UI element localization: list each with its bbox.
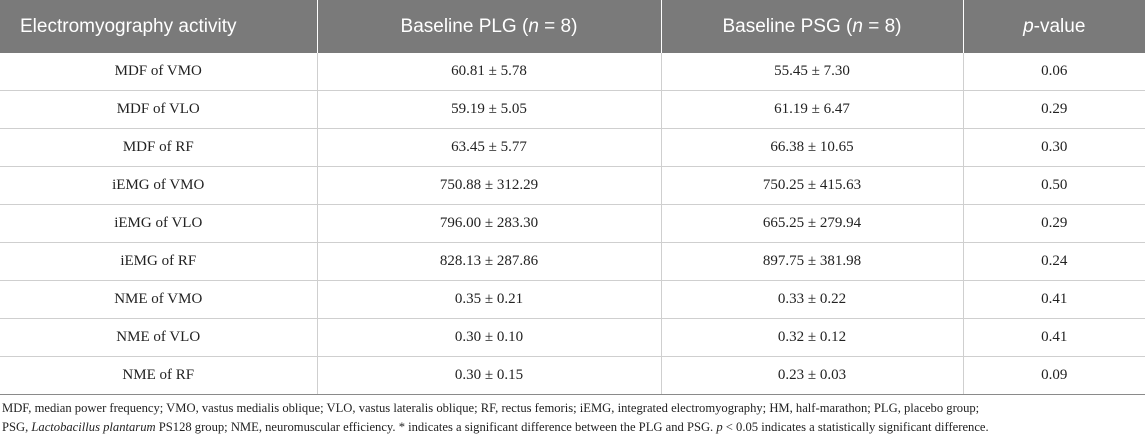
footnote-line2-post: < 0.05 indicates a statistically signifi…	[722, 420, 989, 434]
cell-activity: iEMG of VMO	[0, 166, 318, 205]
emg-results-table: Electromyography activity Baseline PLG (…	[0, 0, 1145, 395]
cell-baseline-plg: 750.88 ± 312.29	[317, 166, 662, 205]
cell-p-value: 0.41	[963, 318, 1145, 357]
cell-baseline-plg: 0.30 ± 0.15	[317, 356, 662, 395]
cell-activity: NME of RF	[0, 356, 318, 395]
header-col2-post: = 8)	[538, 15, 578, 37]
cell-p-value: 0.29	[963, 90, 1145, 129]
cell-activity: MDF of RF	[0, 128, 318, 167]
cell-baseline-psg: 750.25 ± 415.63	[661, 166, 964, 205]
cell-baseline-psg: 665.25 ± 279.94	[661, 204, 964, 243]
cell-activity: MDF of VLO	[0, 90, 318, 129]
cell-baseline-plg: 0.30 ± 0.10	[317, 318, 662, 357]
header-col4-post: -value	[1033, 15, 1086, 37]
cell-baseline-plg: 828.13 ± 287.86	[317, 242, 662, 281]
header-col3-post: = 8)	[862, 15, 902, 37]
cell-p-value: 0.09	[963, 356, 1145, 395]
header-col2-pre: Baseline PLG (	[400, 15, 529, 37]
cell-p-value: 0.30	[963, 128, 1145, 167]
header-col1-label: Electromyography activity	[20, 15, 237, 37]
cell-activity: iEMG of VLO	[0, 204, 318, 243]
cell-p-value: 0.06	[963, 53, 1145, 91]
table-body: MDF of VMO 60.81 ± 5.78 55.45 ± 7.30 0.0…	[0, 53, 1145, 395]
footnote-line2-mid: PS128 group; NME, neuromuscular efficien…	[155, 420, 717, 434]
table-row: MDF of VMO 60.81 ± 5.78 55.45 ± 7.30 0.0…	[0, 53, 1145, 91]
cell-baseline-psg: 0.32 ± 0.12	[661, 318, 964, 357]
cell-p-value: 0.41	[963, 280, 1145, 319]
table-row: MDF of RF 63.45 ± 5.77 66.38 ± 10.65 0.3…	[0, 128, 1145, 167]
table-header: Electromyography activity Baseline PLG (…	[0, 0, 1145, 53]
cell-p-value: 0.50	[963, 166, 1145, 205]
table-row: iEMG of RF 828.13 ± 287.86 897.75 ± 381.…	[0, 242, 1145, 281]
cell-baseline-plg: 796.00 ± 283.30	[317, 204, 662, 243]
cell-baseline-plg: 59.19 ± 5.05	[317, 90, 662, 129]
cell-baseline-psg: 897.75 ± 381.98	[661, 242, 964, 281]
footnote-line-2: PSG, Lactobacillus plantarum PS128 group…	[2, 418, 1142, 437]
table-row: iEMG of VLO 796.00 ± 283.30 665.25 ± 279…	[0, 204, 1145, 243]
footnote-species-name: Lactobacillus plantarum	[31, 420, 156, 434]
table-footnote: MDF, median power frequency; VMO, vastus…	[2, 399, 1142, 437]
table-row: MDF of VLO 59.19 ± 5.05 61.19 ± 6.47 0.2…	[0, 90, 1145, 129]
cell-baseline-psg: 66.38 ± 10.65	[661, 128, 964, 167]
cell-activity: NME of VLO	[0, 318, 318, 357]
cell-p-value: 0.24	[963, 242, 1145, 281]
results-table-container: Electromyography activity Baseline PLG (…	[0, 0, 1145, 395]
cell-baseline-psg: 0.23 ± 0.03	[661, 356, 964, 395]
table-row: NME of RF 0.30 ± 0.15 0.23 ± 0.03 0.09	[0, 356, 1145, 395]
cell-baseline-plg: 0.35 ± 0.21	[317, 280, 662, 319]
header-col3-pre: Baseline PSG (	[722, 15, 853, 37]
header-col4-p: p	[1023, 15, 1034, 37]
footnote-line2-pre: PSG,	[2, 420, 32, 434]
cell-activity: MDF of VMO	[0, 53, 318, 91]
header-row: Electromyography activity Baseline PLG (…	[0, 0, 1145, 53]
cell-baseline-psg: 55.45 ± 7.30	[661, 53, 964, 91]
header-electromyography-activity: Electromyography activity	[0, 0, 318, 53]
cell-activity: iEMG of RF	[0, 242, 318, 281]
cell-baseline-plg: 60.81 ± 5.78	[317, 53, 662, 91]
table-row: iEMG of VMO 750.88 ± 312.29 750.25 ± 415…	[0, 166, 1145, 205]
header-col3-n: n	[852, 15, 863, 37]
cell-p-value: 0.29	[963, 204, 1145, 243]
footnote-line-1: MDF, median power frequency; VMO, vastus…	[2, 401, 980, 415]
footnote-p-symbol: p	[716, 420, 723, 434]
cell-baseline-psg: 61.19 ± 6.47	[661, 90, 964, 129]
header-col2-n: n	[528, 15, 539, 37]
cell-activity: NME of VMO	[0, 280, 318, 319]
header-baseline-plg: Baseline PLG (n = 8)	[317, 0, 662, 53]
cell-baseline-plg: 63.45 ± 5.77	[317, 128, 662, 167]
table-row: NME of VMO 0.35 ± 0.21 0.33 ± 0.22 0.41	[0, 280, 1145, 319]
cell-baseline-psg: 0.33 ± 0.22	[661, 280, 964, 319]
header-p-value: p-value	[963, 0, 1145, 53]
header-baseline-psg: Baseline PSG (n = 8)	[661, 0, 964, 53]
table-row: NME of VLO 0.30 ± 0.10 0.32 ± 0.12 0.41	[0, 318, 1145, 357]
